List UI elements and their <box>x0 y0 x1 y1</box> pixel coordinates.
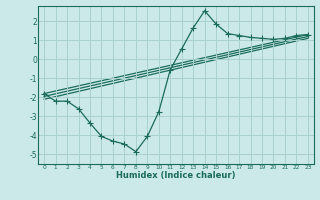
X-axis label: Humidex (Indice chaleur): Humidex (Indice chaleur) <box>116 171 236 180</box>
